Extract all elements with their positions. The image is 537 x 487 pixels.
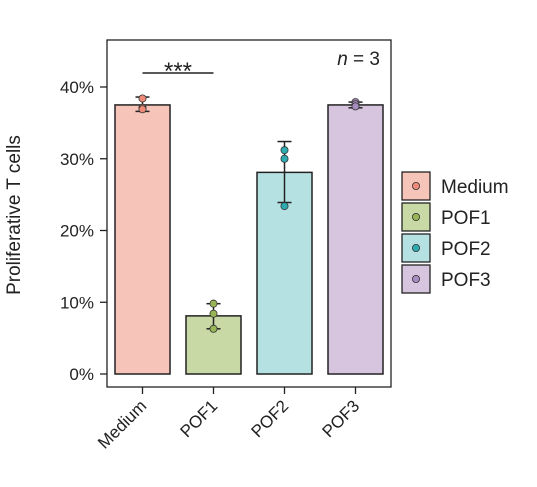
significance-annotation: ***: [142, 58, 214, 85]
y-tick-label: 40%: [60, 78, 94, 97]
y-axis: 0% 10% 20% 30% 40%: [60, 78, 107, 384]
legend-item-pof3: POF3: [401, 264, 491, 294]
data-point: [209, 299, 218, 308]
data-point: [280, 202, 289, 211]
data-point: [138, 94, 147, 103]
data-point: [280, 154, 289, 163]
x-tick-label: Medium: [94, 396, 150, 452]
bar-pof3: [327, 104, 384, 375]
legend-swatch: [401, 171, 431, 201]
data-points-layer: [138, 94, 360, 333]
y-axis-title: Proliferative T cells: [4, 135, 25, 295]
bar-medium: [114, 104, 171, 375]
legend-marker: [411, 181, 420, 190]
legend-marker: [411, 243, 420, 252]
legend-label: Medium: [441, 177, 509, 198]
legend-marker: [411, 274, 420, 283]
y-tick-label: 20%: [60, 222, 94, 241]
sample-size-label: n = 3: [337, 49, 380, 70]
data-point: [280, 146, 289, 155]
legend-label: POF2: [441, 239, 491, 260]
legend-label: POF3: [441, 270, 491, 291]
x-tick-label: POF1: [176, 396, 221, 441]
data-point: [138, 105, 147, 114]
x-tick-label: POF2: [247, 396, 292, 441]
plot-area: 0% 10% 20% 30% 40% Medium POF1 POF2 POF3: [60, 39, 392, 453]
plot-frame: [106, 39, 392, 388]
legend-label: POF1: [441, 208, 491, 229]
y-tick-label: 0%: [69, 365, 94, 384]
data-point: [351, 102, 360, 111]
data-point: [209, 309, 218, 318]
x-tick-label: POF3: [318, 396, 363, 441]
bars-layer: [114, 104, 384, 375]
x-axis: Medium POF1 POF2 POF3: [94, 387, 363, 453]
significance-stars: ***: [164, 58, 192, 85]
legend: Medium POF1 POF2 POF3: [401, 171, 509, 294]
data-point: [209, 324, 218, 333]
y-tick-label: 30%: [60, 150, 94, 169]
y-tick-label: 10%: [60, 293, 94, 312]
legend-item-pof2: POF2: [401, 233, 491, 263]
legend-item-pof1: POF1: [401, 202, 491, 232]
legend-item-medium: Medium: [401, 171, 509, 201]
legend-marker: [411, 212, 420, 221]
